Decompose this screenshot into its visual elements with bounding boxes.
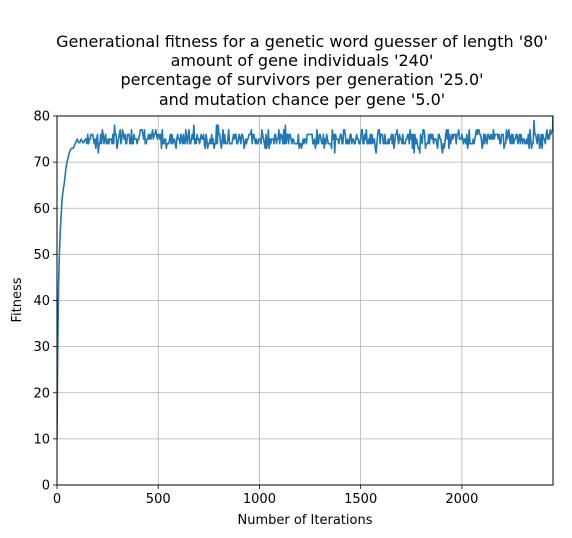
ticks: 0 500 1000 1500 2000 0 10 20 30 40 50 60 70 80	[33, 110, 478, 508]
title-line-1: Generational fitness for a genetic word …	[56, 32, 548, 51]
title-line-4: and mutation chance per gene '5.0'	[159, 90, 445, 109]
y-tick-label: 20	[33, 386, 50, 401]
x-tick-label: 500	[146, 492, 171, 507]
y-tick-label: 50	[33, 248, 50, 263]
y-tick-label: 30	[33, 340, 50, 355]
y-tick-label: 10	[33, 432, 50, 447]
y-tick-label: 70	[33, 156, 50, 171]
title-line-2: amount of gene individuals '240'	[171, 51, 434, 70]
chart-title: Generational fitness for a genetic word …	[56, 32, 548, 109]
y-tick-label: 80	[33, 110, 50, 125]
series-group	[57, 116, 553, 439]
y-tick-label: 40	[33, 294, 50, 309]
grid	[56, 115, 553, 486]
x-tick-label: 2000	[445, 492, 478, 507]
x-tick-label: 1000	[243, 492, 276, 507]
x-tick-label: 0	[53, 492, 61, 507]
x-tick-label: 1500	[344, 492, 377, 507]
title-line-3: percentage of survivors per generation '…	[120, 70, 483, 89]
fitness-series-line	[57, 116, 553, 439]
y-tick-label: 60	[33, 202, 50, 217]
x-axis-label: Number of Iterations	[238, 513, 373, 528]
y-tick-label: 0	[42, 479, 50, 494]
y-axis-label: Fitness	[10, 277, 25, 322]
